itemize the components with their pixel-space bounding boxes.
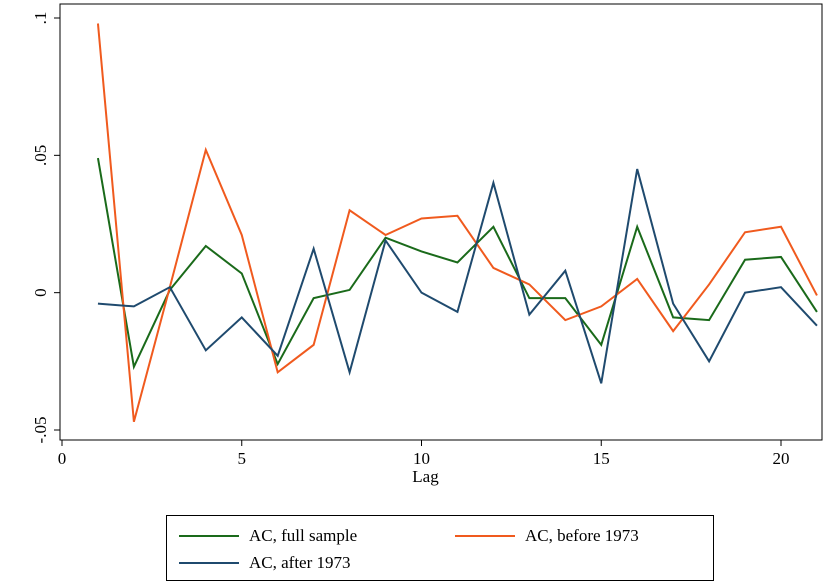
legend-swatch-after-1973 <box>179 562 239 564</box>
legend: AC, full sample AC, before 1973 AC, afte… <box>166 515 714 581</box>
x-tick-label: 0 <box>58 449 67 468</box>
x-tick-label: 15 <box>593 449 610 468</box>
x-tick-label: 20 <box>773 449 790 468</box>
legend-label-after-1973: AC, after 1973 <box>249 553 351 572</box>
y-tick-label: -.05 <box>31 417 50 444</box>
series-layer <box>96 23 818 423</box>
x-tick-label: 10 <box>413 449 430 468</box>
legend-item-full-sample: AC, full sample <box>179 526 357 546</box>
legend-swatch-before-1973 <box>455 535 515 537</box>
axes: 0 5 10 15 20 Lag -.05 0 .05 .1 <box>31 3 823 486</box>
plot-frame <box>59 3 823 441</box>
y-tick-label: 0 <box>31 288 50 297</box>
legend-item-before-1973: AC, before 1973 <box>455 526 639 546</box>
legend-label-before-1973: AC, before 1973 <box>525 526 639 545</box>
legend-label-full-sample: AC, full sample <box>249 526 358 545</box>
series-line-2 <box>97 168 818 384</box>
y-tick-label: .05 <box>31 145 50 166</box>
x-tick-label: 5 <box>238 449 247 468</box>
y-tick-label: .1 <box>31 12 50 25</box>
series-line-1 <box>96 23 818 423</box>
legend-item-after-1973: AC, after 1973 <box>179 553 351 573</box>
legend-swatch-full-sample <box>179 535 239 537</box>
x-axis-label: Lag <box>412 467 439 486</box>
series-line-0 <box>96 157 818 371</box>
